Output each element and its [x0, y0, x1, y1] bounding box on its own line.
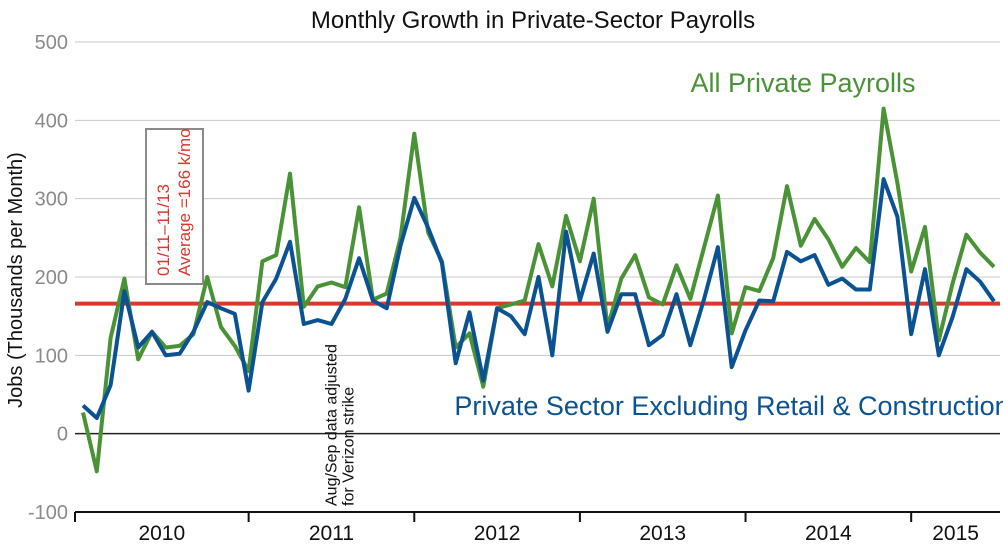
legend-label-excl-retail-construction: Private Sector Excluding Retail & Constr…	[454, 391, 1003, 421]
legend-label-all-private: All Private Payrolls	[690, 68, 915, 98]
series-line-all-private	[81, 106, 996, 474]
average-period-label: 01/11–11/13	[154, 184, 173, 276]
chart-title: Monthly Growth in Private-Sector Payroll…	[311, 7, 755, 34]
y-tick-label: 500	[35, 32, 68, 54]
year-label: 2011	[309, 522, 354, 545]
year-labels: 2010 2011 2012 2013 2014 2015	[138, 522, 978, 545]
year-dividers	[74, 512, 913, 522]
y-tick-label: 200	[35, 267, 68, 289]
y-tick-label: 300	[35, 189, 68, 211]
y-axis-ticks: -100 0 100 200 300 400 500	[28, 32, 68, 524]
year-label: 2010	[138, 522, 185, 545]
y-tick-label: -100	[28, 502, 68, 524]
average-annotation-box	[145, 128, 204, 285]
verizon-note-line-1: Aug/Sep data adjusted	[323, 344, 340, 506]
gridlines	[75, 41, 1000, 513]
year-label: 2012	[474, 522, 521, 545]
verizon-note-line-2: for Verizon strike	[340, 387, 357, 506]
y-tick-label: 400	[35, 110, 68, 132]
average-value-label: Average =166 k/mo	[175, 128, 194, 276]
y-tick-label: 0	[57, 424, 68, 446]
year-label: 2015	[932, 522, 979, 545]
year-label: 2014	[805, 522, 852, 545]
series-line-excl-retail-construction	[81, 177, 996, 420]
y-tick-label: 100	[35, 345, 68, 367]
year-label: 2013	[639, 522, 686, 545]
y-axis-label: Jobs (Thousands per Month)	[5, 152, 27, 408]
